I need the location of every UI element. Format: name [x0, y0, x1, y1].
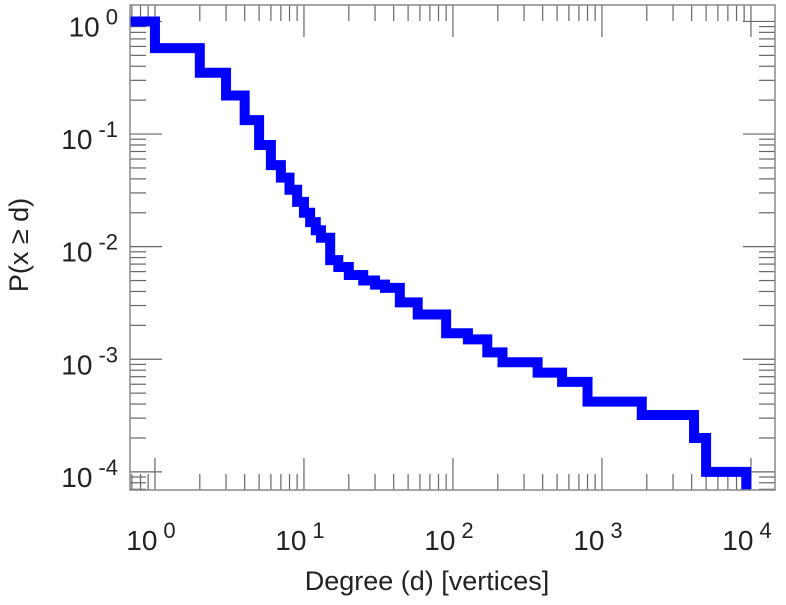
y-tick-label: 10 -3	[61, 342, 118, 380]
tick-exponent: 4	[759, 518, 771, 543]
tick-exponent: -1	[98, 117, 118, 142]
tick-exponent: 0	[106, 4, 118, 29]
tick-exponent: 3	[610, 518, 622, 543]
y-tick-label: 10 -1	[61, 117, 118, 155]
y-tick-label: 10 0	[69, 4, 118, 42]
tick-exponent: 1	[312, 518, 324, 543]
tick-base: 10	[69, 11, 100, 42]
tick-exponent: -4	[98, 455, 118, 480]
x-tick-label: 10 1	[275, 518, 324, 556]
tick-labels: 10 0 10 1 10 2 10 3 10 410 010 -110 -210 -310 -4	[61, 4, 771, 556]
tick-exponent: 0	[163, 518, 175, 543]
tick-base: 10	[126, 525, 157, 556]
axis-ticks	[130, 5, 775, 490]
ccdf-series-line	[130, 16, 752, 490]
plot-frame	[129, 4, 776, 491]
y-tick-label: 10 -4	[61, 455, 118, 493]
tick-base: 10	[61, 349, 92, 380]
x-axis-label: Degree (d) [vertices]	[305, 566, 550, 596]
tick-exponent: -2	[98, 230, 118, 255]
tick-base: 10	[424, 525, 455, 556]
tick-base: 10	[722, 525, 753, 556]
tick-base: 10	[61, 237, 92, 268]
tick-exponent: 2	[461, 518, 473, 543]
tick-base: 10	[275, 525, 306, 556]
tick-base: 10	[61, 124, 92, 155]
x-tick-label: 10 2	[424, 518, 473, 556]
tick-base: 10	[61, 462, 92, 493]
y-tick-label: 10 -2	[61, 230, 118, 268]
x-tick-label: 10 0	[126, 518, 175, 556]
x-tick-label: 10 4	[722, 518, 771, 556]
x-tick-label: 10 3	[573, 518, 622, 556]
tick-base: 10	[573, 525, 604, 556]
tick-exponent: -3	[98, 342, 118, 367]
y-axis-label: P(x ≥ d)	[4, 198, 34, 292]
